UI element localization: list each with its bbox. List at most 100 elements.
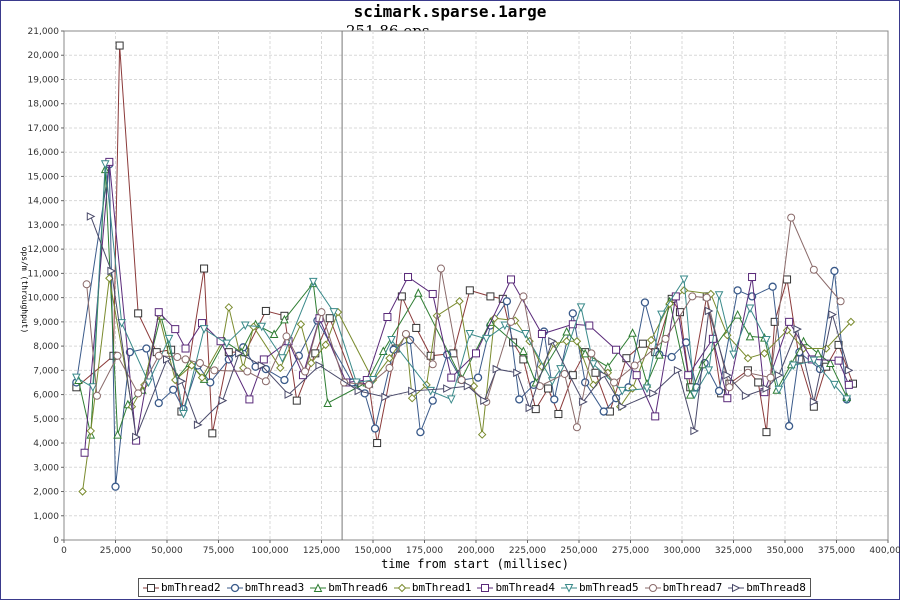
data-point <box>760 349 769 358</box>
data-point <box>612 345 621 354</box>
data-point <box>743 368 752 377</box>
data-point <box>632 371 641 380</box>
legend-item-bmThread1: bmThread1 <box>393 581 472 594</box>
y-tick-label: 13,000 <box>28 221 60 231</box>
data-point <box>809 356 819 366</box>
data-point <box>762 336 771 345</box>
legend-swatch <box>561 583 578 593</box>
legend-item-bmThread7: bmThread7 <box>644 581 722 594</box>
legend-swatch-marker <box>313 582 323 592</box>
data-point <box>513 368 522 378</box>
data-point <box>352 378 361 388</box>
data-point <box>100 160 110 169</box>
data-point <box>414 288 423 297</box>
x-tick-label: 375,000 <box>818 546 855 556</box>
data-point <box>519 292 528 301</box>
data-point <box>783 275 792 284</box>
data-point <box>568 309 577 318</box>
data-point <box>181 344 190 353</box>
data-point <box>492 364 502 374</box>
data-point <box>661 334 670 343</box>
data-point <box>193 420 203 430</box>
y-tick-label: 8,000 <box>33 342 59 352</box>
data-point <box>618 402 627 411</box>
data-point <box>306 358 316 368</box>
data-point <box>830 266 839 276</box>
data-point <box>92 391 101 400</box>
data-point <box>809 265 818 274</box>
data-point <box>113 429 122 439</box>
legend-label: bmThread2 <box>161 581 221 594</box>
legend-item-bmThread3: bmThread3 <box>226 581 304 594</box>
data-point <box>531 405 540 414</box>
data-point <box>329 308 339 317</box>
data-point <box>261 377 270 386</box>
series-bmThread4 <box>80 157 853 457</box>
data-point <box>428 360 437 369</box>
y-tick-label: 20,000 <box>28 51 60 61</box>
data-point <box>535 382 544 391</box>
data-point <box>428 289 437 298</box>
data-point <box>257 322 267 332</box>
legend-swatch <box>143 583 159 592</box>
legend-swatch <box>393 583 410 592</box>
data-point <box>560 369 569 378</box>
data-point <box>276 363 285 373</box>
data-point <box>842 395 852 405</box>
y-tick-label: 9,000 <box>33 318 59 328</box>
legend-item-bmThread5: bmThread5 <box>561 581 639 594</box>
data-point <box>383 313 392 322</box>
data-point <box>809 397 819 407</box>
data-point <box>278 354 287 363</box>
y-tick-label: 5,000 <box>33 415 59 425</box>
data-point <box>86 426 95 436</box>
y-tick-label: 19,000 <box>28 75 60 85</box>
data-point <box>321 340 330 350</box>
y-axis-label: ops/m (throughput) <box>20 247 29 334</box>
data-point <box>181 355 190 364</box>
y-tick-label: 16,000 <box>28 148 60 158</box>
data-point <box>610 378 619 387</box>
x-tick-label: 350,000 <box>766 546 803 556</box>
y-tick-label: 10,000 <box>28 294 60 304</box>
data-point <box>579 397 588 407</box>
x-tick-label: 400,000 <box>869 546 900 556</box>
legend-label: bmThread8 <box>746 581 806 594</box>
y-tick-label: 3,000 <box>33 463 59 473</box>
y-tick-label: 21,000 <box>28 27 60 37</box>
data-point <box>714 291 724 300</box>
data-point <box>745 304 755 314</box>
data-point <box>134 389 143 398</box>
data-point <box>537 329 546 338</box>
data-point <box>78 487 87 496</box>
data-point <box>457 376 466 385</box>
data-point <box>766 373 775 382</box>
data-point <box>679 275 689 285</box>
x-tick-label: 100,000 <box>251 546 288 556</box>
data-point <box>704 366 714 375</box>
data-point <box>436 264 445 273</box>
data-point <box>599 370 609 380</box>
legend-swatch <box>728 583 745 592</box>
data-point <box>690 390 699 400</box>
data-point <box>836 297 845 306</box>
data-point <box>370 424 380 433</box>
data-point <box>210 366 219 375</box>
data-point <box>630 361 639 370</box>
data-point <box>407 394 417 403</box>
data-point <box>548 336 557 346</box>
data-point <box>745 331 755 341</box>
x-tick-label: 50,000 <box>151 546 183 556</box>
legend-label: bmThread6 <box>328 581 388 594</box>
legend-item-bmThread4: bmThread4 <box>477 581 555 594</box>
data-point <box>702 293 711 302</box>
data-point <box>473 373 483 382</box>
data-point <box>446 395 456 405</box>
data-point <box>107 266 116 276</box>
legend-label: bmThread1 <box>411 581 472 594</box>
data-point <box>649 389 658 398</box>
data-point <box>743 354 753 363</box>
data-point <box>105 274 114 283</box>
data-point <box>187 361 196 370</box>
